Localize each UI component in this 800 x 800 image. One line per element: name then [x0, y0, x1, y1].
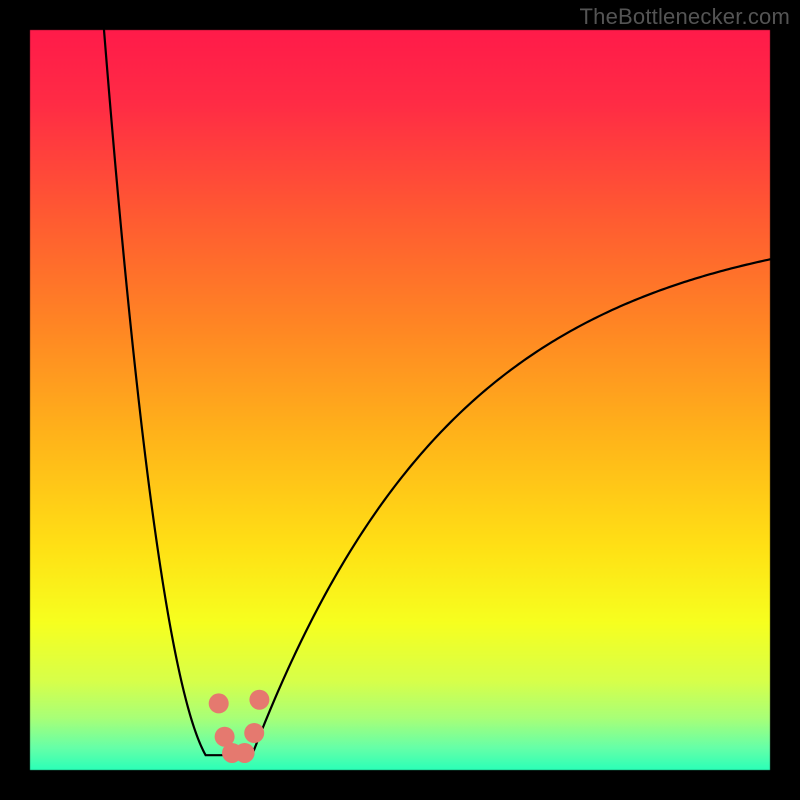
gradient-background [0, 0, 800, 800]
chart-root: TheBottlenecker.com [0, 0, 800, 800]
watermark-text: TheBottlenecker.com [580, 4, 790, 30]
